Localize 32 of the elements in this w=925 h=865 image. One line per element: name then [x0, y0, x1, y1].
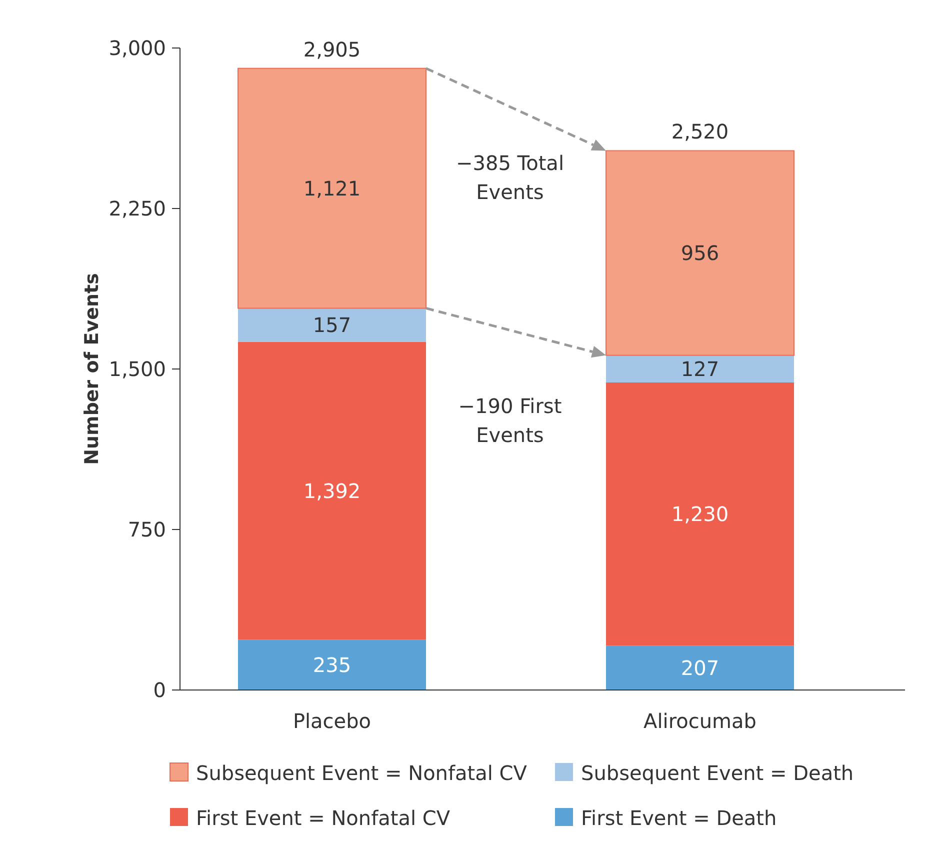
annotation: −385 Total Events	[456, 151, 564, 204]
y-tick-label: 0	[153, 678, 166, 702]
data-label: 127	[680, 356, 720, 381]
x-tick-label: Placebo	[292, 709, 372, 733]
bar	[238, 342, 426, 640]
x-tick-label: Alirocumab	[644, 709, 756, 733]
bar	[606, 382, 794, 646]
y-tick-label: 3,000	[108, 36, 166, 60]
y-tick-label: 1,500	[108, 357, 166, 381]
data-label: 235	[312, 652, 352, 677]
data-label: 157	[312, 313, 352, 338]
data-label: 1,230	[671, 502, 729, 526]
bar	[606, 646, 794, 690]
y-tick-label: 2,250	[108, 196, 166, 220]
legend-label: Subsequent Event = Nonfatal CV	[196, 761, 528, 785]
bar	[238, 640, 426, 690]
y-tick-label: 750	[128, 518, 166, 542]
bar	[606, 355, 794, 382]
data-label: 1,392	[303, 478, 361, 503]
legend-label: First Event = Death	[581, 806, 777, 830]
bar	[606, 150, 794, 356]
legend-label: First Event = Nonfatal CV	[196, 806, 450, 830]
legend-label: Subsequent Event = Death	[581, 761, 854, 785]
data-label: 207	[680, 656, 720, 680]
data-label: 956	[680, 241, 720, 266]
bar	[238, 308, 426, 342]
total-label: 2,905	[303, 37, 361, 62]
data-label: 1,121	[303, 176, 361, 200]
bar	[238, 68, 426, 309]
total-label: 2,520	[671, 120, 729, 144]
y-axis-title: Number of Events	[81, 273, 103, 465]
annotation: −190 First Events	[458, 394, 562, 447]
